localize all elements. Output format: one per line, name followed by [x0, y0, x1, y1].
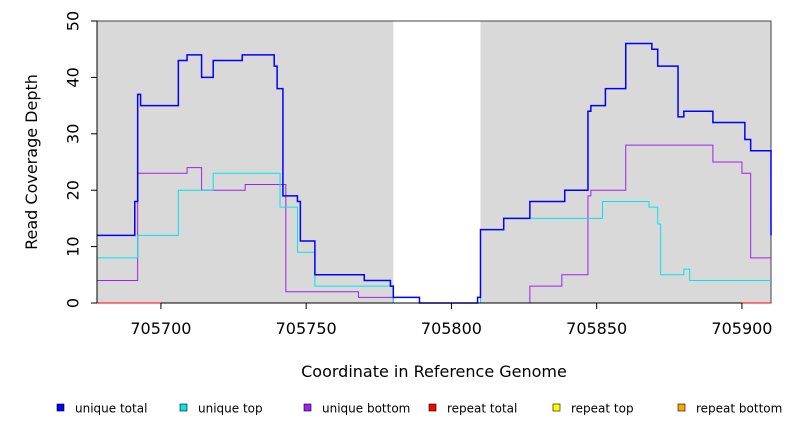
legend-swatch-unique-total — [56, 403, 65, 412]
legend-label-unique-bottom: unique bottom — [322, 402, 410, 416]
legend-swatch-unique-top — [179, 403, 188, 412]
legend-swatch-repeat-top — [552, 403, 561, 412]
y-tick-label: 50 — [64, 11, 83, 31]
x-tick-label: 705900 — [711, 319, 772, 338]
shaded-regions — [97, 21, 771, 303]
x-axis-title: Coordinate in Reference Genome — [301, 362, 567, 381]
series-unique-total — [97, 42, 772, 304]
legend-label-repeat-top: repeat top — [571, 402, 634, 416]
legend-label-repeat-total: repeat total — [447, 402, 517, 416]
x-tick-label: 705750 — [276, 319, 337, 338]
series-unique-bottom — [97, 144, 771, 304]
x-tick-label: 705850 — [566, 319, 627, 338]
legend: unique total unique top unique bottom repea… — [56, 402, 782, 416]
y-tick-label: 30 — [64, 124, 83, 144]
x-tick-label: 705700 — [130, 319, 191, 338]
shaded-region-0 — [97, 21, 394, 303]
x-axis: 705700 705750 705800 705850 705900 — [130, 302, 772, 338]
legend-swatch-repeat-total — [428, 403, 437, 412]
y-axis-title: Read Coverage Depth — [22, 74, 41, 250]
legend-swatch-repeat-bottom — [677, 403, 686, 412]
y-axis: 0 10 20 30 40 50 — [64, 11, 98, 308]
y-tick-label: 20 — [64, 180, 83, 200]
legend-label-unique-top: unique top — [198, 402, 263, 416]
legend-label-repeat-bottom: repeat bottom — [696, 402, 782, 416]
legend-label-unique-total: unique total — [75, 402, 147, 416]
y-tick-label: 10 — [64, 236, 83, 256]
y-tick-label: 0 — [64, 298, 83, 308]
legend-swatch-unique-bottom — [303, 403, 312, 412]
y-tick-label: 40 — [64, 67, 83, 87]
x-tick-label: 705800 — [421, 319, 482, 338]
